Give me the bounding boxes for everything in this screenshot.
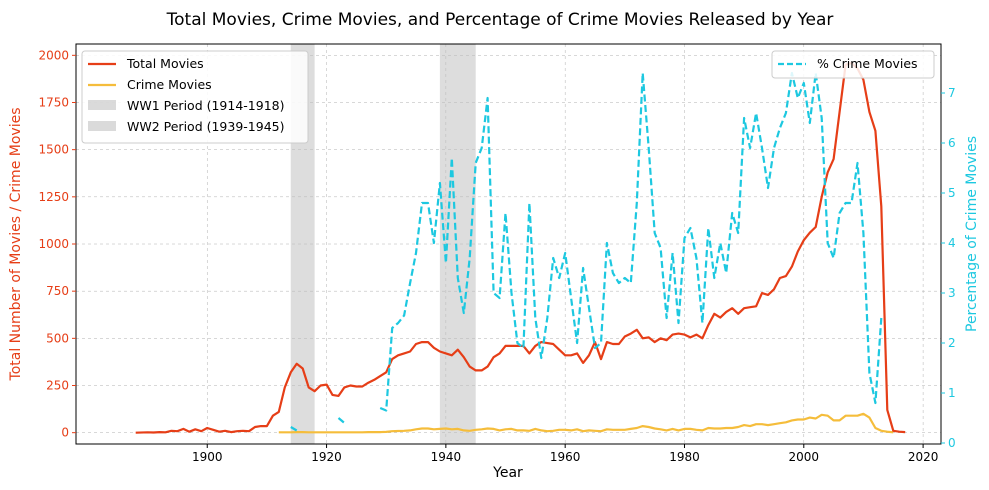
war-period-shade-1	[290, 44, 315, 444]
y-left-tick-label: 1750	[38, 95, 69, 109]
y-left-tick-label: 250	[46, 379, 69, 393]
chart-title: Total Movies, Crime Movies, and Percenta…	[166, 10, 834, 30]
y-left-tick-label: 1500	[38, 143, 69, 157]
y-right-tick-label: 7	[948, 86, 956, 100]
y-left-tick-label: 1250	[38, 190, 69, 204]
legend-right-frame	[771, 50, 935, 79]
x-tick-label: 2000	[789, 450, 820, 464]
legend-ww2-swatch	[88, 121, 116, 131]
legend-left: Total Movies Crime Movies WW1 Period (19…	[81, 50, 309, 144]
legend-left-frame	[81, 50, 309, 144]
y-right-tick-label: 0	[948, 436, 956, 450]
x-tick-label: 1960	[550, 450, 581, 464]
legend-crime-label: Crime Movies	[127, 77, 212, 92]
series-line-crime-movies	[290, 71, 883, 432]
y-axis-left: 0 250 500 750 1000 1250 1500 1750 2000	[38, 48, 76, 440]
y-right-tick-label: 6	[948, 136, 956, 150]
y-right-tick-label: 3	[948, 286, 956, 300]
legend-ww2-label: WW2 Period (1939-1945)	[127, 119, 284, 134]
legend-pct-label: % Crime Movies	[817, 56, 918, 71]
y-right-tick-label: 2	[948, 336, 956, 350]
y-axis-right-label: Percentage of Crime Movies	[964, 136, 980, 332]
series-lines	[135, 61, 906, 434]
y-left-tick-label: 0	[61, 426, 69, 440]
x-tick-label: 1980	[669, 450, 700, 464]
legend-total-label: Total Movies	[126, 56, 204, 71]
x-tick-label: 1900	[192, 450, 223, 464]
y-left-tick-label: 500	[46, 331, 69, 345]
x-tick-label: 1920	[311, 450, 342, 464]
x-tick-label: 1940	[431, 450, 462, 464]
y-right-tick-label: 5	[948, 186, 956, 200]
legend-ww1-swatch	[88, 100, 116, 110]
y-axis-right: 0 1 2 3 4 5 6 7	[941, 86, 956, 450]
y-left-tick-label: 2000	[38, 48, 69, 62]
legend-right: % Crime Movies	[771, 50, 935, 79]
y-left-tick-label: 1000	[38, 237, 69, 251]
y-right-tick-label: 1	[948, 386, 956, 400]
war-period-shades	[290, 44, 476, 444]
y-axis-left-label: Total Number of Movies / Crime Movies	[8, 108, 24, 382]
y-right-tick-label: 4	[948, 236, 956, 250]
x-axis-label: Year	[492, 465, 523, 481]
legend-ww1-label: WW1 Period (1914-1918)	[127, 98, 284, 113]
x-tick-label: 2020	[908, 450, 939, 464]
series-line-crime-movies	[278, 412, 894, 434]
y-left-tick-label: 750	[46, 284, 69, 298]
x-axis: 1900 1920 1940 1960 1980 2000 2020	[192, 444, 938, 464]
